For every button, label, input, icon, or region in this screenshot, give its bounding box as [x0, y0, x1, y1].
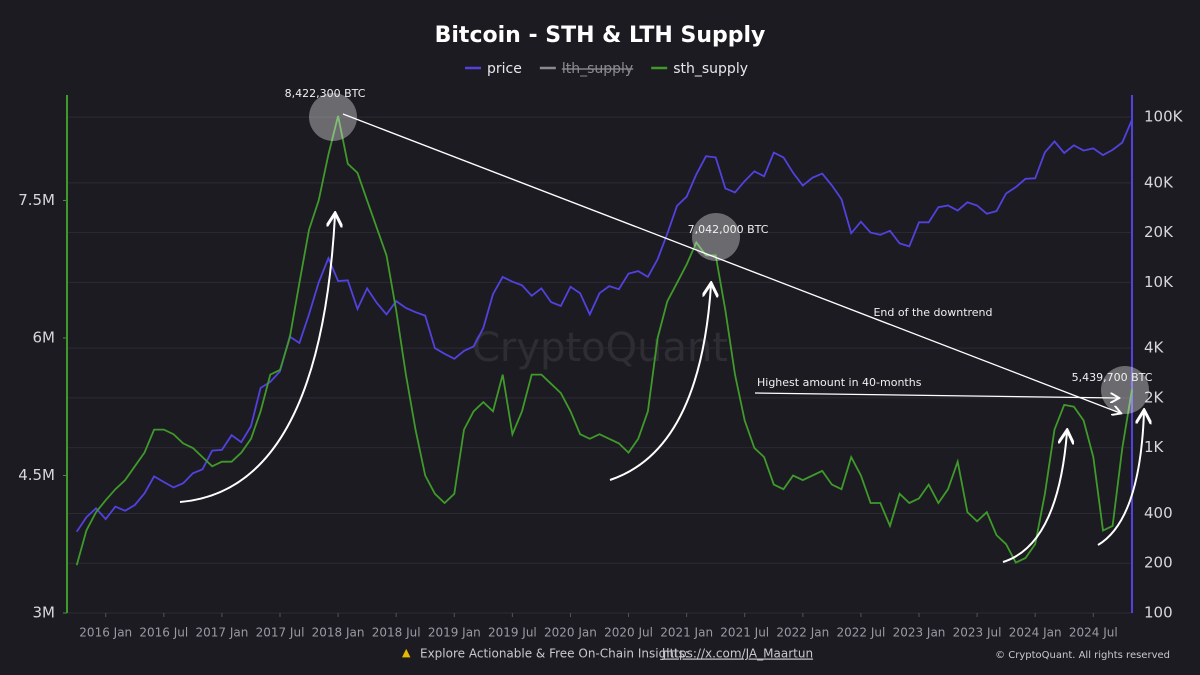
y2-tick-label: 100	[1144, 604, 1173, 622]
x-tick-label: 2024 Jan	[1009, 626, 1062, 640]
x-tick-label: 2019 Jul	[488, 626, 537, 640]
x-tick-label: 2024 Jul	[1069, 626, 1118, 640]
annotation: 5,439,700 BTC	[1072, 371, 1153, 384]
y2-tick-label: 1K	[1144, 438, 1165, 456]
data-line	[75, 115, 1133, 566]
x-tick-label: 2016 Jan	[79, 626, 132, 640]
data-line	[75, 119, 1133, 533]
chart-title: Bitcoin - STH & LTH Supply	[435, 23, 766, 48]
y2-tick-label: 4K	[1144, 339, 1165, 357]
legend-label[interactable]: lth_supply	[562, 61, 633, 77]
x-tick-label: 2020 Jul	[604, 626, 653, 640]
x-tick-label: 2018 Jan	[312, 626, 365, 640]
annotation: 8,422,300 BTC	[285, 87, 366, 100]
rise-arrow	[1002, 432, 1067, 563]
x-tick-label: 2023 Jul	[953, 626, 1002, 640]
peak-highlight	[309, 93, 357, 141]
y2-tick-label: 100K	[1144, 108, 1184, 126]
x-tick-label: 2021 Jan	[660, 626, 713, 640]
bell-icon: ▲	[402, 646, 411, 659]
trend-arrow	[342, 113, 1120, 413]
rise-arrow	[1097, 412, 1144, 546]
annotation: 7,042,000 BTC	[688, 223, 769, 236]
legend: price lth_supply sth_supply	[465, 61, 748, 77]
y2-tick-label: 40K	[1144, 173, 1174, 191]
rise-arrow	[609, 285, 711, 481]
x-tick-label: 2021 Jul	[720, 626, 769, 640]
peak-highlight	[692, 213, 740, 261]
y2-tick-label: 200	[1144, 554, 1173, 572]
y-tick-label: 3M	[33, 604, 56, 622]
x-tick-label: 2023 Jan	[893, 626, 946, 640]
y2-tick-label: 2K	[1144, 388, 1165, 406]
x-tick-label: 2018 Jul	[372, 626, 421, 640]
rise-arrow	[179, 215, 335, 503]
y-tick-label: 7.5M	[18, 191, 55, 209]
copyright: © CryptoQuant. All rights reserved	[995, 650, 1170, 661]
y-tick-label: 6M	[33, 328, 56, 346]
x-tick-label: 2022 Jan	[776, 626, 829, 640]
level-arrow	[754, 392, 1118, 398]
x-tick-label: 2020 Jan	[544, 626, 597, 640]
y2-tick-label: 400	[1144, 504, 1173, 522]
x-tick-label: 2017 Jul	[256, 626, 305, 640]
legend-label[interactable]: sth_supply	[673, 61, 748, 77]
footer-text: Explore Actionable & Free On-Chain Insig…	[420, 647, 689, 661]
y-tick-label: 4.5M	[18, 466, 55, 484]
x-tick-label: 2016 Jul	[139, 626, 188, 640]
annotation: End of the downtrend	[873, 306, 992, 319]
y2-tick-label: 10K	[1144, 273, 1174, 291]
annotation: Highest amount in 40-months	[757, 376, 922, 389]
x-tick-label: 2019 Jan	[428, 626, 481, 640]
legend-label[interactable]: price	[487, 61, 522, 77]
y2-tick-label: 20K	[1144, 223, 1174, 241]
footer-link[interactable]: https://x.com/JA_Maartun	[662, 647, 813, 661]
x-tick-label: 2017 Jan	[195, 626, 248, 640]
x-tick-label: 2022 Jul	[836, 626, 885, 640]
